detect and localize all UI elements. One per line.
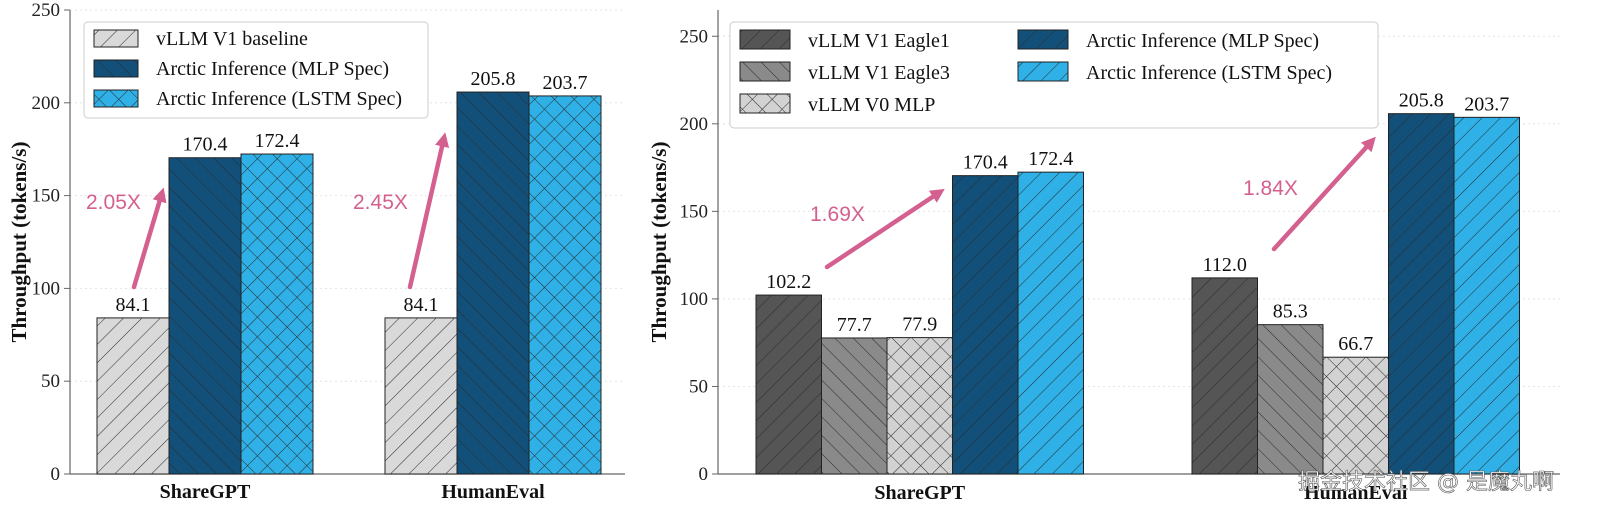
y-tick-label: 50 [689,376,708,397]
bar-hatch [1322,356,1389,475]
bar-value-label: 77.7 [837,314,872,336]
y-tick-label: 150 [32,186,61,207]
bar-hatch [1191,277,1258,475]
bar-value-label: 85.3 [1273,301,1308,323]
speedup-label: 1.69X [810,203,865,226]
chart-left: 0 50 100 150 200 250 Throughput (tokens/s) 84.1… [7,0,625,503]
y-tick-label: 100 [680,289,709,310]
bar-value-label: 203.7 [1464,93,1509,115]
legend-swatch-hatch [1017,29,1069,50]
bar-hatch [1257,324,1324,475]
bar-value-label: 170.4 [963,152,1008,174]
bar-hatch [1388,113,1455,475]
bar-hatch [1453,116,1520,475]
bar-hatch [456,91,530,475]
bar-value-label: 112.0 [1203,254,1247,276]
bar-hatch [886,337,953,475]
legend-label: vLLM V1 Eagle3 [808,62,950,84]
watermark-text: 掘金技术社区 @ 是魔丸啊 [1298,470,1554,495]
y-tick-label: 250 [32,0,61,21]
y-tick-label: 200 [32,93,61,114]
legend-swatch-hatch [93,89,139,108]
y-axis-label: Throughput (tokens/s) [7,142,31,343]
speedup-arrow [1271,136,1376,252]
bar-hatch [821,337,888,475]
bar-value-label: 205.8 [471,68,516,90]
y-tick-label: 150 [680,201,709,222]
x-category-label: HumanEval [441,481,545,503]
legend-label: Arctic Inference (LSTM Spec) [1086,62,1332,84]
speedup-arrow [824,188,945,270]
y-tick-label: 0 [51,464,61,485]
y-tick-label: 250 [680,26,709,47]
bar-hatch [952,175,1019,475]
legend-label: vLLM V1 Eagle1 [808,30,950,52]
bar-value-label: 205.8 [1399,90,1444,112]
bar-hatch [240,153,314,475]
legend-swatch-hatch [93,29,139,48]
legend-swatch-hatch [739,29,791,50]
speedup-label: 2.05X [86,191,141,214]
y-tick-label: 0 [699,464,709,485]
bar-hatch [1017,171,1084,475]
bar-value-label: 172.4 [1028,148,1073,170]
legend-swatch-hatch [1017,61,1069,82]
y-tick-label: 100 [32,278,61,299]
legend-label: vLLM V1 baseline [156,28,308,50]
bar-hatch [384,317,458,475]
bar-value-label: 77.9 [902,314,937,336]
legend-box [83,21,429,119]
bar-hatch [96,317,170,475]
legend-label: vLLM V0 MLP [808,94,935,116]
legend-swatch-hatch [739,61,791,82]
bar-hatch [168,157,242,475]
bar-value-label: 170.4 [183,134,228,156]
bar-value-label: 172.4 [255,130,300,152]
y-tick-label: 50 [41,371,60,392]
bar-value-label: 84.1 [116,294,151,316]
legend-label: Arctic Inference (MLP Spec) [156,58,389,80]
bar-hatch [528,95,602,475]
bar-value-label: 66.7 [1338,333,1373,355]
legend-swatch-hatch [93,59,139,78]
y-tick-label: 200 [680,114,709,135]
speedup-arrow [407,132,450,290]
bar-value-label: 102.2 [766,271,811,293]
speedup-label: 2.45X [353,191,408,214]
legend-label: Arctic Inference (LSTM Spec) [156,88,402,110]
speedup-arrow [131,187,167,290]
bar-hatch [755,294,822,475]
y-axis-label: Throughput (tokens/s) [647,142,671,343]
legend-swatch-hatch [739,93,791,114]
x-category-label: HumanEval [1304,482,1408,504]
chart-right: 0 50 100 150 200 250 Throughput (tokens/s) 102.… [647,10,1560,504]
x-category-label: ShareGPT [160,481,251,503]
x-category-label: ShareGPT [874,482,965,504]
bar-value-label: 84.1 [404,294,439,316]
legend-label: Arctic Inference (MLP Spec) [1086,30,1319,52]
speedup-label: 1.84X [1243,177,1298,200]
bar-value-label: 203.7 [543,72,588,94]
